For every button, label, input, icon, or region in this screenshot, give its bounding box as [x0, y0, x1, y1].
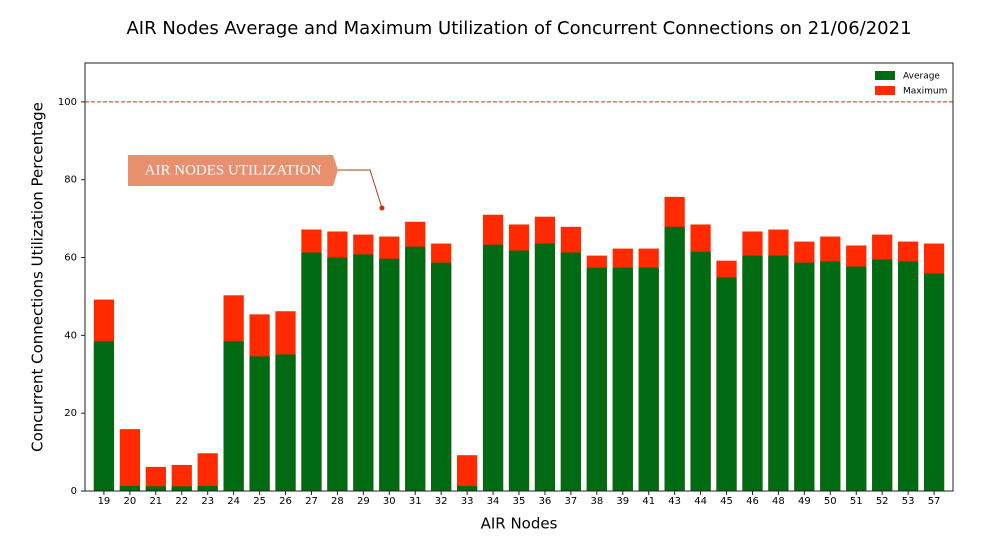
bar	[586, 267, 607, 491]
bar	[534, 243, 556, 491]
bar	[379, 258, 400, 491]
x-tick-label: 45	[720, 496, 733, 507]
legend-label: Average	[903, 72, 940, 82]
bar	[508, 250, 530, 491]
bar	[405, 246, 426, 491]
bar	[923, 273, 945, 491]
x-axis-label: AIR Nodes	[481, 515, 558, 533]
bar	[457, 455, 478, 491]
x-tick-label: 49	[798, 496, 811, 507]
x-tick-label: 43	[668, 496, 681, 507]
bar	[690, 251, 711, 491]
bar	[119, 429, 140, 491]
bar	[457, 485, 478, 491]
bar	[197, 453, 218, 491]
bar	[716, 277, 737, 491]
plot-frame	[84, 62, 954, 492]
y-axis-label: Concurrent Connections Utilization Perce…	[29, 102, 47, 452]
x-tick-label: 22	[175, 496, 188, 507]
bar	[145, 466, 166, 491]
bar	[664, 226, 685, 492]
bar	[794, 262, 815, 491]
x-tick-label: 48	[772, 496, 785, 507]
bar	[742, 255, 763, 491]
x-tick-label: 25	[253, 496, 266, 507]
annotation-text: AIR NODES UTILIZATION	[145, 162, 322, 178]
x-tick-label: 33	[461, 496, 474, 507]
plot-area: 0 20 40 60 80 100 19 20 21 22 23 24 25 26 27 28 29 30 31 32…	[58, 97, 953, 507]
bar	[560, 252, 581, 491]
x-tick-label: 51	[850, 496, 863, 507]
legend-swatch	[875, 71, 895, 80]
x-tick-label: 41	[642, 496, 655, 507]
y-tick-label: 0	[71, 486, 77, 497]
bar	[223, 341, 244, 491]
x-tick-label: 53	[902, 496, 915, 507]
annotation: AIR NODES UTILIZATION	[128, 155, 385, 211]
bar	[301, 252, 322, 491]
bar	[482, 244, 504, 491]
x-tick-label: 23	[201, 496, 214, 507]
bar	[171, 464, 192, 491]
bar	[327, 257, 348, 491]
bar	[197, 485, 218, 491]
x-tick-label: 28	[331, 496, 344, 507]
bar	[93, 341, 115, 491]
x-tick-label: 35	[513, 496, 526, 507]
x-tick-label: 39	[616, 496, 629, 507]
bar	[171, 486, 192, 491]
annotation-point	[379, 205, 385, 211]
x-tick-label: 50	[824, 496, 837, 507]
x-tick-label: 32	[435, 496, 448, 507]
x-tick-label: 36	[539, 496, 552, 507]
x-tick-label: 19	[98, 496, 111, 507]
bar	[612, 267, 633, 491]
x-tick-label: 46	[746, 496, 759, 507]
chart-title: AIR Nodes Average and Maximum Utilizatio…	[126, 18, 911, 39]
y-tick-label: 80	[64, 175, 77, 186]
bar	[846, 266, 867, 491]
legend-label: Maximum	[903, 87, 947, 97]
x-tick-label: 31	[409, 496, 422, 507]
x-tick-label: 44	[694, 496, 707, 507]
bar	[768, 255, 789, 491]
x-tick-label: 52	[876, 496, 889, 507]
x-tick-label: 34	[487, 496, 500, 507]
bar	[820, 261, 841, 491]
annotation-arrow	[338, 169, 383, 209]
x-tick-label: 30	[383, 496, 396, 507]
legend: Average Maximum	[875, 71, 947, 97]
bar	[145, 486, 166, 491]
x-tick-label: 37	[565, 496, 578, 507]
legend-swatch	[875, 86, 895, 95]
x-tick-label: 24	[227, 496, 240, 507]
bar	[353, 254, 374, 491]
x-tick-label: 20	[124, 496, 137, 507]
x-tick-label: 38	[590, 496, 603, 507]
x-tick-label: 29	[357, 496, 370, 507]
x-tick-label: 21	[149, 496, 162, 507]
x-tick-label: 26	[279, 496, 292, 507]
bar	[431, 262, 452, 491]
annotation-box	[128, 155, 338, 186]
x-tick-label: 57	[928, 496, 941, 507]
bar	[872, 259, 893, 491]
y-tick-label: 60	[64, 253, 77, 264]
bar	[275, 354, 296, 491]
y-tick-label: 20	[64, 408, 77, 419]
bar	[249, 356, 270, 491]
bar	[119, 485, 140, 491]
x-tick-label: 27	[305, 496, 318, 507]
y-tick-label: 40	[64, 330, 77, 341]
bar	[638, 267, 659, 491]
bar	[898, 261, 919, 491]
y-tick-label: 100	[58, 97, 77, 108]
